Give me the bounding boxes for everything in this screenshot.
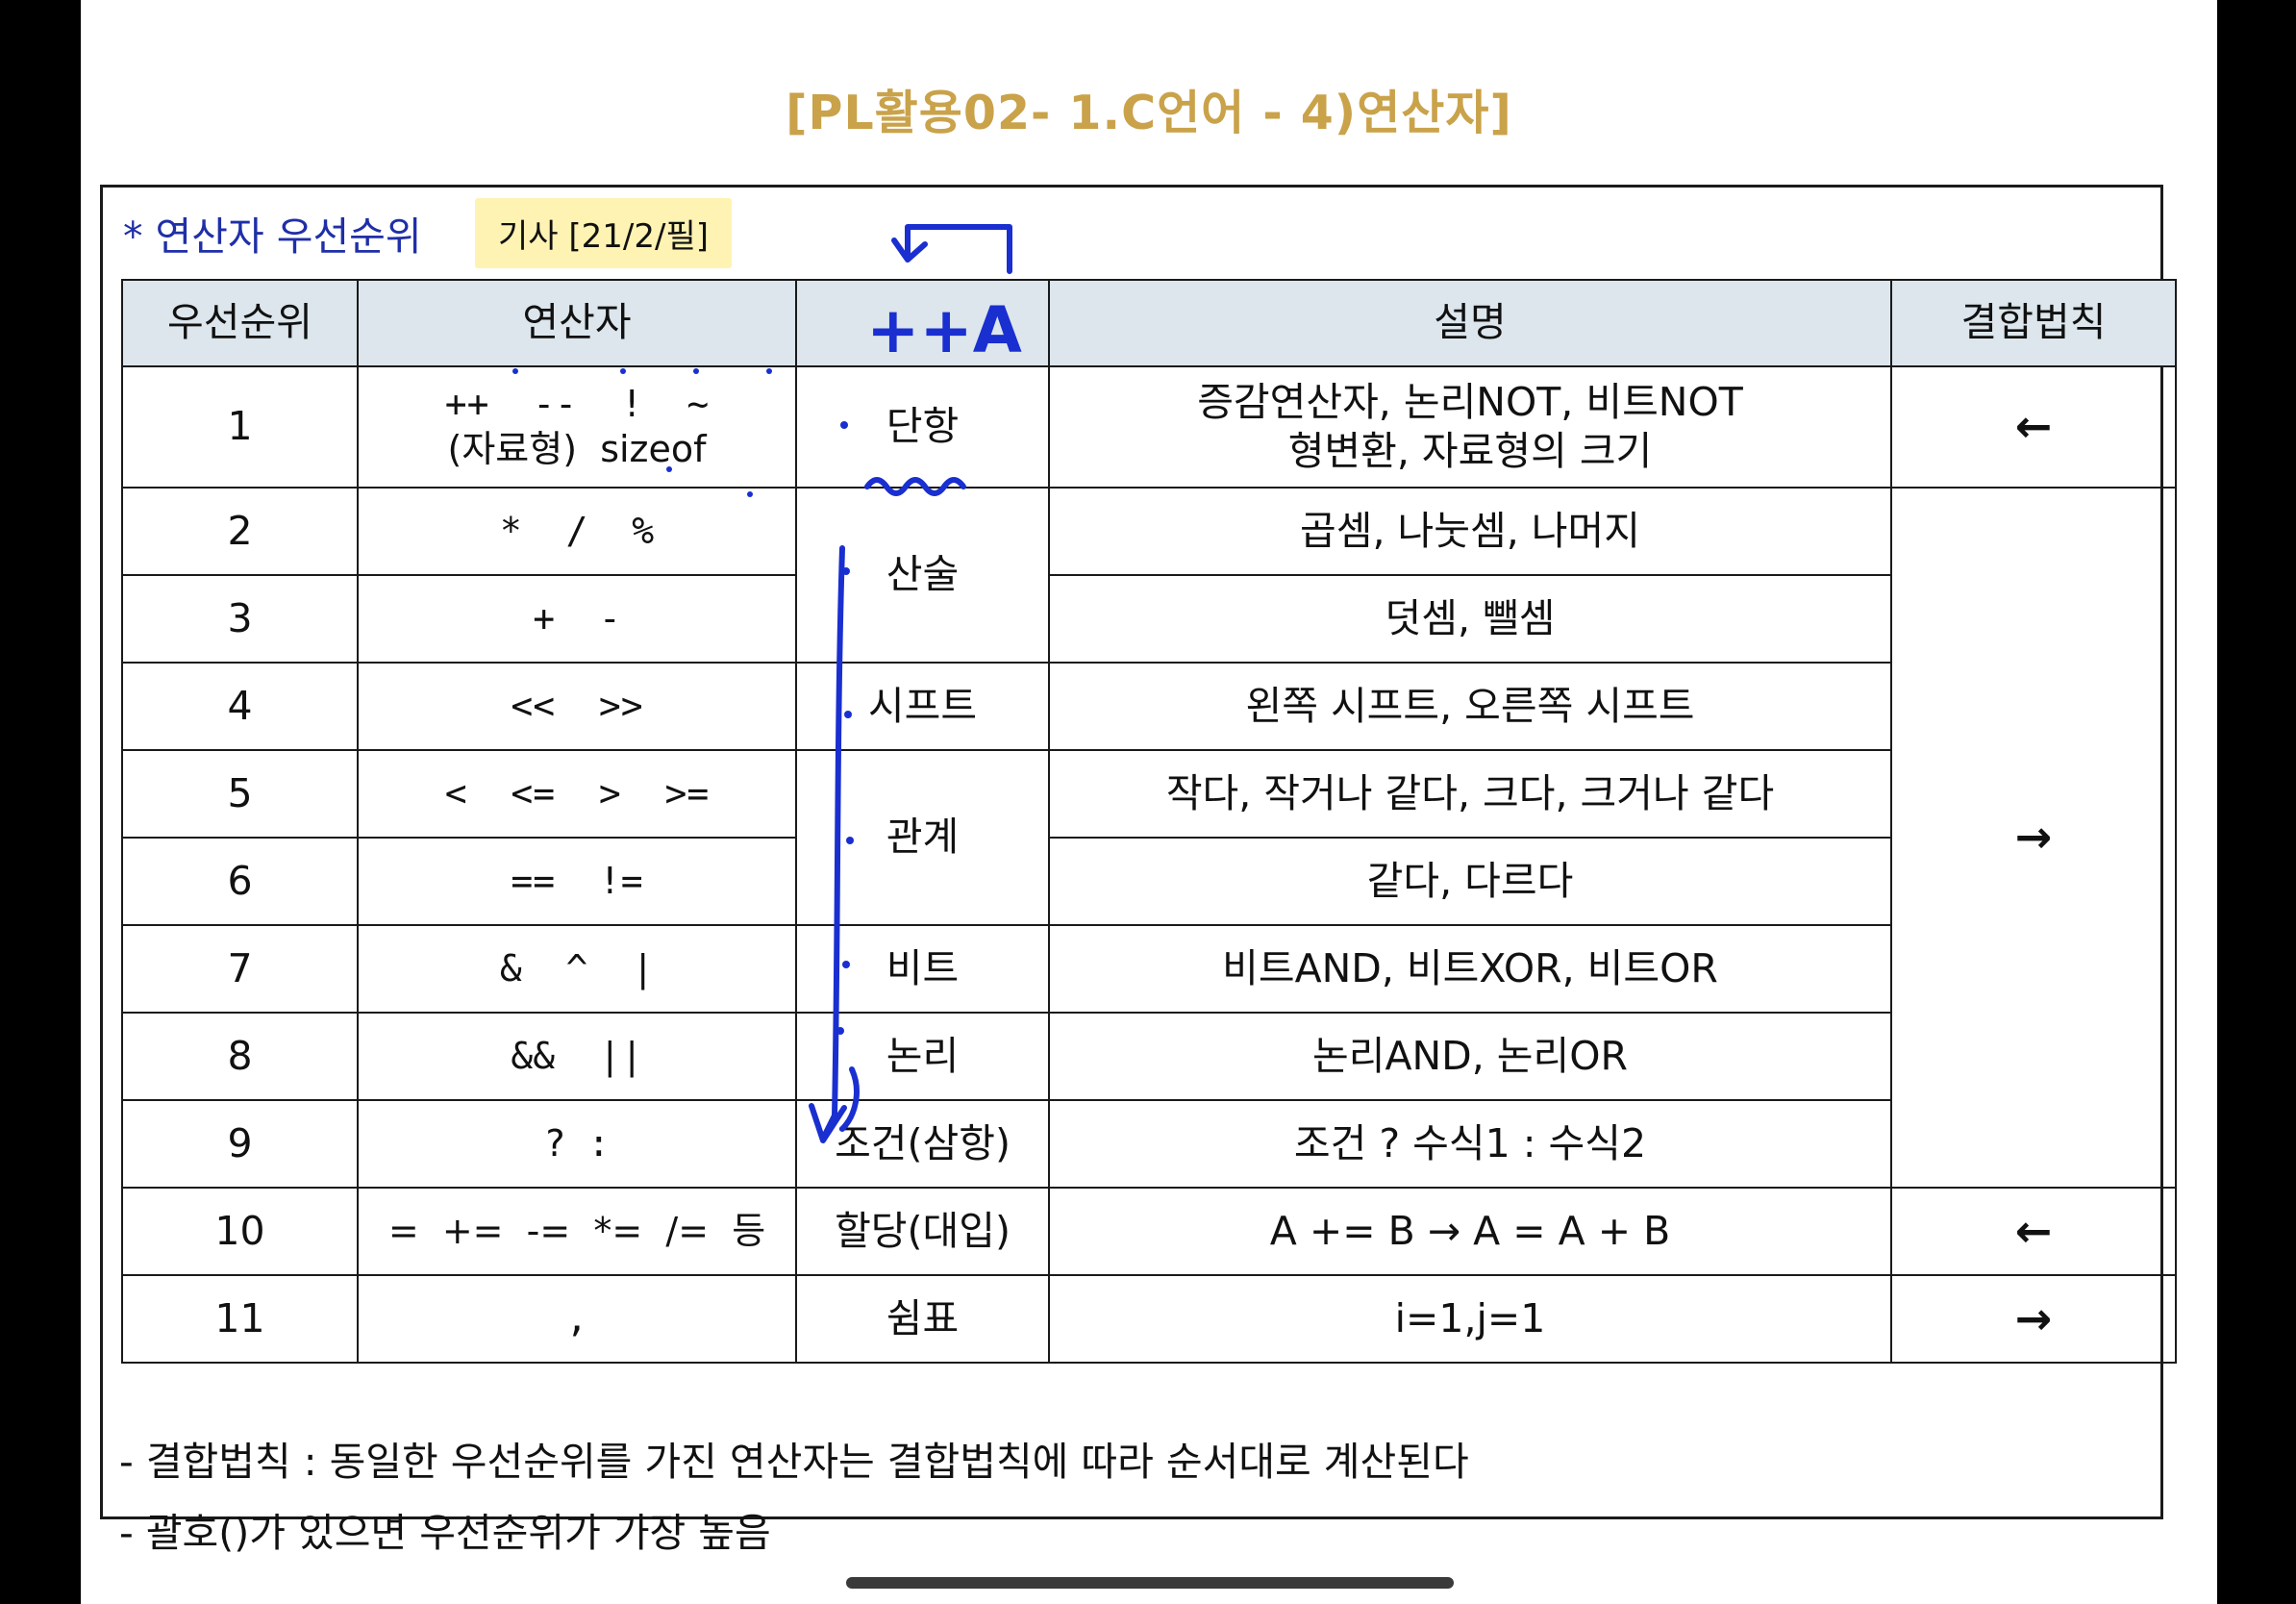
exam-tag: 기사 [21/2/필]: [475, 198, 732, 268]
description-line: 형변환, 자료형의 크기: [1287, 428, 1653, 474]
table-row: 3 + - 덧셈, 뺄셈: [121, 574, 2176, 664]
operators-cell: ,: [357, 1274, 797, 1364]
table-row: 10 = += -= *= /= 등 할당(대입) A += B → A = A…: [121, 1187, 2177, 1276]
operators-cell: == !=: [357, 837, 797, 926]
associativity-cell: ←: [1890, 365, 2177, 489]
operators-text: = += -= *= /= 등: [387, 1209, 766, 1252]
category-cell: 산술: [795, 487, 1050, 664]
rank-cell: 3: [121, 574, 359, 664]
description-cell: 같다, 다르다: [1048, 837, 1892, 926]
home-indicator[interactable]: [846, 1577, 1454, 1589]
operators-cell: = += -= *= /= 등: [357, 1187, 797, 1276]
category-cell: 비트: [795, 924, 1050, 1014]
operators-cell: * / %: [357, 487, 797, 576]
header-description: 설명: [1048, 279, 1892, 367]
rank-cell: 4: [121, 662, 359, 751]
category-cell: 쉼표: [795, 1274, 1050, 1364]
associativity-cell: →: [1890, 487, 2177, 1189]
precedence-table: 우선순위 연산자 설명 결합법칙 1 ++ -- ! ~ (자료형) sizeof…: [121, 279, 2177, 1364]
header-associativity: 결합법칙: [1890, 279, 2177, 367]
category-cell: 할당(대입): [795, 1187, 1050, 1276]
associativity-cell: →: [1890, 1274, 2177, 1364]
table-row: 5 < <= > >= 관계 작다, 작거나 같다, 크다, 크거나 같다: [121, 749, 2176, 926]
rank-cell: 8: [121, 1012, 359, 1101]
associativity-cell: ←: [1890, 1187, 2177, 1276]
rank-cell: 10: [121, 1187, 359, 1276]
description-line: 증감연산자, 논리NOT, 비트NOT: [1197, 378, 1743, 425]
table-row: 11 , 쉼표 i=1,j=1 →: [121, 1274, 2177, 1364]
category-cell: 단항: [795, 365, 1050, 489]
header-operators: 연산자: [357, 279, 797, 367]
operators-cell: && ||: [357, 1012, 797, 1101]
table-header-row: 우선순위 연산자 설명 결합법칙: [121, 279, 2177, 367]
header-category: [795, 279, 1050, 367]
table-row: 2 * / % 산술 곱셈, 나눗셈, 나머지 →: [121, 487, 2177, 1189]
category-cell: 논리: [795, 1012, 1050, 1101]
page-title: [PL활용02- 1.C언어 - 4)연산자]: [786, 86, 1512, 140]
rank-cell: 9: [121, 1099, 359, 1189]
section-subtitle: * 연산자 우선순위: [123, 213, 422, 260]
category-cell: 시프트: [795, 662, 1050, 751]
footnote-parentheses: - 괄호()가 있으면 우선순위가 가장 높음: [119, 1510, 771, 1556]
description-cell: 조건 ? 수식1 : 수식2: [1048, 1099, 1892, 1189]
slide-page: [PL활용02- 1.C언어 - 4)연산자] * 연산자 우선순위 기사 [2…: [81, 0, 2217, 1604]
operators-line: (자료형) sizeof: [447, 428, 707, 470]
description-cell: 곱셈, 나눗셈, 나머지: [1048, 487, 1892, 576]
rank-cell: 7: [121, 924, 359, 1014]
description-cell: i=1,j=1: [1048, 1274, 1892, 1364]
description-cell: 작다, 작거나 같다, 크다, 크거나 같다: [1048, 749, 1892, 839]
table-row: 4 << >> 시프트 왼쪽 시프트, 오른쪽 시프트: [121, 662, 2176, 751]
table-row: 1 ++ -- ! ~ (자료형) sizeof 단항 증감연산자, 논리NOT,…: [121, 365, 2177, 489]
operators-cell: ++ -- ! ~ (자료형) sizeof: [357, 365, 797, 489]
table-row: 7 & ^ | 비트 비트AND, 비트XOR, 비트OR: [121, 924, 2176, 1014]
table-row: 8 && || 논리 논리AND, 논리OR: [121, 1012, 2176, 1101]
description-cell: 논리AND, 논리OR: [1048, 1012, 1892, 1101]
description-cell: 왼쪽 시프트, 오른쪽 시프트: [1048, 662, 1892, 751]
header-rank: 우선순위: [121, 279, 359, 367]
operators-line: ++ -- ! ~: [444, 382, 710, 425]
operators-cell: ? :: [357, 1099, 797, 1189]
operators-cell: & ^ |: [357, 924, 797, 1014]
category-cell: 조건(삼항): [795, 1099, 1050, 1189]
rank-cell: 11: [121, 1274, 359, 1364]
description-cell: A += B → A = A + B: [1048, 1187, 1892, 1276]
operators-cell: << >>: [357, 662, 797, 751]
table-row: 9 ? : 조건(삼항) 조건 ? 수식1 : 수식2: [121, 1099, 2176, 1189]
operators-cell: < <= > >=: [357, 749, 797, 839]
description-cell: 덧셈, 뺄셈: [1048, 574, 1892, 664]
rank-cell: 2: [121, 487, 359, 576]
footnote-associativity: - 결합법칙 : 동일한 우선순위를 가진 연산자는 결합법칙에 따라 순서대로…: [119, 1439, 1469, 1485]
description-cell: 비트AND, 비트XOR, 비트OR: [1048, 924, 1892, 1014]
rank-cell: 6: [121, 837, 359, 926]
description-cell: 증감연산자, 논리NOT, 비트NOT 형변환, 자료형의 크기: [1048, 365, 1892, 489]
category-cell: 관계: [795, 749, 1050, 926]
table-row: 6 == != 같다, 다르다: [121, 837, 2176, 926]
rank-cell: 1: [121, 365, 359, 489]
operators-cell: + -: [357, 574, 797, 664]
rank-cell: 5: [121, 749, 359, 839]
